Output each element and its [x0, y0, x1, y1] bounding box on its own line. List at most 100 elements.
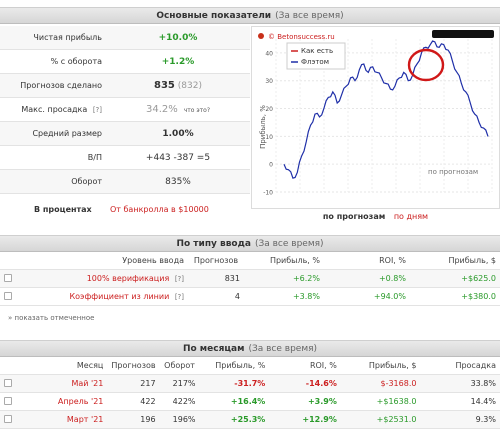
stat-row-max-drawdown: Макс. просадка [?] 34.2% что это?: [0, 98, 250, 122]
what-is-this-link[interactable]: что это?: [183, 107, 211, 114]
table-header-row: Месяц Прогнозов Оборот Прибыль, % ROI, %…: [0, 358, 500, 375]
profit-cell: -31.7%: [199, 374, 270, 393]
toggle-by-forecasts[interactable]: по прогнозам: [322, 212, 386, 221]
forecasts-count-secondary: (832): [177, 81, 202, 91]
legend-label-flat: Флэтом: [301, 58, 329, 66]
drawdown-cell: 14.4%: [420, 392, 500, 411]
profit-cell: +6.2%: [244, 269, 324, 288]
stat-value: 835%: [165, 177, 191, 187]
table-row: Апрель '21 422 422% +16.4% +3.9% +$1638.…: [0, 392, 500, 411]
chart-ylabel: Прибыль, %: [259, 105, 267, 149]
turnover-cell: 217%: [159, 374, 200, 393]
stat-value: +443 -387 =5: [145, 153, 211, 163]
table-row: 100% верификация [?] 831 +6.2% +0.8% +$6…: [0, 269, 500, 288]
stat-value: 34.2% что это?: [108, 98, 248, 123]
stat-label: Чистая прибыль: [33, 33, 102, 42]
stat-label: Оборот: [71, 177, 102, 186]
count-cell: 422: [107, 392, 160, 411]
stat-row-forecasts: Прогнозов сделано 835 (832): [0, 74, 250, 98]
max-drawdown-value: 34.2%: [145, 104, 178, 115]
y-tick-label: 30: [265, 78, 273, 85]
by-type-title: По типу ввода: [176, 239, 251, 249]
count-cell: 196: [107, 410, 160, 429]
percent-label: В процентах: [34, 205, 92, 214]
level-name[interactable]: Коэффициент из линии: [69, 291, 170, 301]
col-count: Прогнозов: [107, 358, 160, 375]
main-stats-title: Основные показатели: [156, 11, 272, 21]
forecasts-count: 835: [154, 80, 175, 91]
help-link[interactable]: [?]: [174, 292, 184, 301]
stat-value: 1.00%: [162, 129, 194, 139]
table-row: Коэффициент из линии [?] 4 +3.8% +94.0% …: [0, 287, 500, 306]
chart-mode-toggle: по прогнозам по дням: [251, 212, 500, 221]
profit-usd-cell: +$625.0: [410, 269, 500, 288]
count-cell: 4: [188, 287, 244, 306]
profit-chart: © Betonsuccess.ru Прибыль, % -10 0 10 20 30 4…: [251, 26, 500, 209]
col-profit: Прибыль, %: [244, 253, 324, 270]
stat-label: Прогнозов сделано: [20, 81, 102, 90]
col-profit-usd: Прибыль, $: [410, 253, 500, 270]
profit-chart-svg: © Betonsuccess.ru Прибыль, % -10 0 10 20 30 4…: [258, 33, 493, 197]
site-logo-icon: [258, 33, 264, 39]
max-drawdown-label: Макс. просадка: [21, 105, 88, 114]
col-month: Месяц: [16, 358, 108, 375]
drawdown-cell: 9.3%: [420, 410, 500, 429]
stat-label: % с оборота: [50, 57, 102, 66]
show-marked-link[interactable]: » показать отмеченное: [8, 314, 95, 322]
month-cell[interactable]: Май '21: [16, 374, 108, 393]
percent-row: В процентах От банкролла в $10000: [0, 203, 250, 217]
chart-site-label: © Betonsuccess.ru: [268, 33, 335, 41]
table-header-row: Уровень ввода Прогнозов Прибыль, % ROI, …: [0, 253, 500, 270]
stat-value: 835 (832): [108, 74, 248, 98]
peak-highlight-circle: [407, 48, 445, 82]
row-checkbox[interactable]: [4, 397, 12, 405]
col-turnover: Оборот: [159, 358, 200, 375]
stat-value: +1.2%: [161, 57, 195, 67]
row-checkbox[interactable]: [4, 379, 12, 387]
col-profit: Прибыль, %: [199, 358, 270, 375]
drawdown-cell: 33.8%: [420, 374, 500, 393]
count-cell: 831: [188, 269, 244, 288]
month-cell[interactable]: Апрель '21: [16, 392, 108, 411]
profit-usd-cell: +$2531.0: [340, 410, 421, 429]
table-row: Май '21 217 217% -31.7% -14.6% $-3168.0 …: [0, 374, 500, 393]
help-link[interactable]: [?]: [174, 274, 184, 283]
profit-cell: +16.4%: [199, 392, 270, 411]
help-link[interactable]: [?]: [92, 106, 102, 114]
row-checkbox[interactable]: [4, 292, 12, 300]
profit-usd-cell: +$1638.0: [340, 392, 421, 411]
roi-cell: +94.0%: [324, 287, 410, 306]
stat-label: Макс. просадка [?]: [21, 98, 102, 122]
by-month-table: Месяц Прогнозов Оборот Прибыль, % ROI, %…: [0, 358, 500, 429]
chart-legend: [286, 42, 346, 70]
by-month-title: По месяцам: [182, 344, 245, 354]
stat-row-average-size: Средний размер 1.00%: [0, 122, 250, 146]
y-tick-label: 10: [265, 134, 273, 141]
count-cell: 217: [107, 374, 160, 393]
roi-cell: -14.6%: [269, 374, 341, 393]
col-drawdown: Просадка: [420, 358, 500, 375]
main-stats-table: Чистая прибыль +10.0% % с оборота +1.2% …: [0, 26, 250, 194]
percent-bankroll-note: От банкролла в $10000: [110, 205, 209, 214]
legend-label-as-is: Как есть: [301, 47, 333, 55]
y-tick-label: 20: [265, 106, 273, 113]
stat-label: В/П: [87, 153, 102, 162]
col-level: Уровень ввода: [16, 253, 188, 270]
redacted-block: [432, 30, 494, 38]
stat-row-turnover: Оборот 835%: [0, 170, 250, 194]
main-stats-subtitle: (За все время): [275, 11, 344, 21]
y-tick-label: 40: [265, 50, 273, 57]
row-checkbox[interactable]: [4, 274, 12, 282]
turnover-cell: 422%: [159, 392, 200, 411]
month-cell[interactable]: Март '21: [16, 410, 108, 429]
level-name[interactable]: 100% верификация: [86, 273, 170, 283]
y-tick-label: -10: [263, 190, 273, 197]
by-month-subtitle: (За все время): [248, 344, 318, 354]
row-checkbox[interactable]: [4, 415, 12, 423]
by-type-table: Уровень ввода Прогнозов Прибыль, % ROI, …: [0, 253, 500, 306]
toggle-by-days[interactable]: по дням: [393, 212, 429, 221]
by-month-header: По месяцам (За все время): [0, 340, 500, 357]
by-type-subtitle: (За все время): [254, 239, 324, 249]
profit-cell: +25.3%: [199, 410, 270, 429]
by-type-header: По типу ввода (За все время): [0, 235, 500, 252]
